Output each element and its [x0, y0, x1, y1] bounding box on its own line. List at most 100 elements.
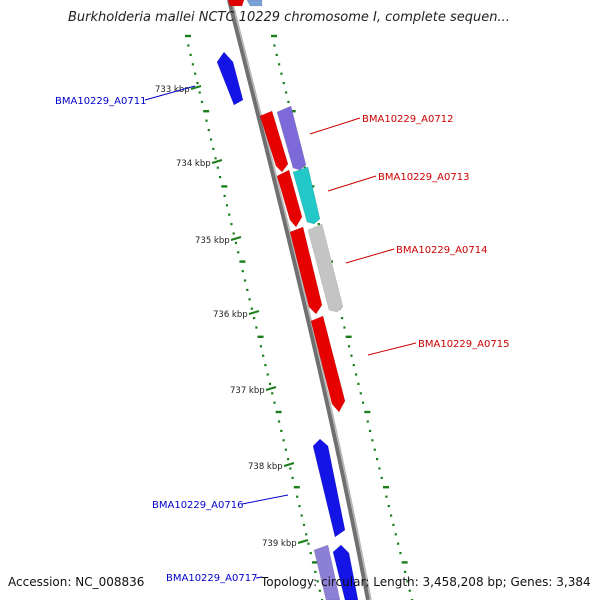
tick-ring-inner [219, 176, 222, 179]
kbp-tick [265, 386, 277, 391]
tick-ring-inner [316, 580, 319, 583]
tick-ring-inner [257, 335, 264, 338]
tick-ring-inner [205, 119, 208, 122]
gene-label: BMA10229_A0716 [152, 500, 243, 511]
tick-ring-inner [264, 364, 267, 367]
tick-ring-inner [243, 279, 247, 282]
tick-ring-inner [262, 354, 265, 357]
tick-ring-inner [271, 392, 274, 395]
tick-ring-outer [406, 580, 409, 583]
gene-leader-line [327, 175, 377, 192]
gene-arrow [307, 223, 344, 313]
kbp-tick [248, 310, 260, 315]
tick-ring-inner [241, 270, 244, 273]
gene-leader-line [345, 248, 395, 264]
gene-leader-line [241, 494, 289, 505]
tick-ring-outer [278, 63, 281, 66]
accession-label: Accession: NC_008836 [8, 575, 145, 589]
gene-label: BMA10229_A0714 [396, 245, 487, 256]
gene-leader-line [144, 85, 196, 101]
kbp-label: 733 kbp [155, 85, 190, 95]
kbp-tick [211, 159, 223, 164]
tick-ring-outer [380, 476, 383, 479]
tick-ring-inner [311, 561, 318, 564]
tick-ring-outer [303, 166, 306, 169]
kbp-tick [230, 236, 242, 241]
tick-ring-inner [293, 486, 300, 489]
gene-arrow [310, 315, 346, 413]
backbone-line [227, 0, 370, 601]
tick-ring-inner [259, 345, 262, 348]
tick-ring-outer [394, 533, 397, 536]
tick-ring-inner [223, 194, 226, 197]
tick-ring-inner [187, 44, 190, 47]
tick-ring-inner [228, 213, 231, 216]
tick-ring-outer [397, 542, 400, 545]
tick-ring-inner [275, 410, 282, 414]
tick-ring-outer [355, 373, 358, 376]
tick-ring-outer [271, 34, 277, 38]
gene-label: BMA10229_A0711 [55, 96, 146, 107]
tick-ring-outer [345, 335, 352, 338]
tick-ring-outer [373, 448, 376, 451]
tick-ring-outer [366, 420, 369, 423]
tick-ring-inner [266, 373, 269, 376]
tick-ring-inner [280, 429, 283, 432]
tick-ring-outer [359, 392, 362, 395]
tick-ring-inner [305, 533, 308, 536]
tick-ring-inner [221, 185, 228, 188]
tick-ring-inner [298, 505, 301, 508]
tick-ring-inner [214, 157, 217, 160]
tick-ring-inner [300, 514, 303, 517]
tick-ring-inner [196, 82, 199, 85]
tick-ring-inner [250, 307, 253, 310]
tick-ring-inner [307, 542, 310, 545]
tick-ring-outer [383, 486, 389, 489]
tick-ring-inner [302, 523, 306, 526]
tick-ring-inner [185, 34, 191, 38]
tick-ring-inner [189, 53, 192, 56]
tick-ring-outer [343, 326, 346, 329]
tick-ring-outer [390, 514, 393, 517]
tick-ring-outer [371, 439, 374, 442]
gene-arrow [292, 166, 321, 225]
tick-ring-inner [212, 147, 215, 150]
tick-ring-inner [296, 495, 299, 498]
tick-ring-outer [404, 570, 407, 573]
tick-ring-inner [203, 110, 210, 113]
tick-ring-outer [350, 354, 353, 357]
gene-label: BMA10229_A0717 [166, 573, 257, 584]
tick-ring-inner [216, 166, 219, 169]
gene-arrow [289, 226, 323, 315]
gene-arrow [216, 51, 244, 106]
tick-ring-inner [234, 241, 238, 244]
backbone-highlight [231, 0, 372, 601]
tick-ring-outer [387, 505, 390, 508]
tick-ring-inner [289, 467, 292, 470]
tick-ring-outer [352, 364, 355, 367]
gene-arrow [259, 110, 289, 173]
tick-ring-outer [341, 317, 344, 320]
tick-ring-outer [273, 44, 276, 47]
tick-ring-inner [207, 129, 210, 132]
tick-ring-inner [277, 420, 281, 423]
gene-arrow [312, 438, 346, 538]
tick-ring-inner [246, 288, 249, 291]
tick-ring-inner [282, 439, 285, 442]
gene-leader-line [367, 342, 417, 356]
tick-ring-inner [255, 326, 258, 329]
gene-arrow [276, 105, 307, 171]
tick-ring-inner [194, 72, 197, 75]
gene-label: BMA10229_A0712 [362, 114, 453, 125]
tick-ring-outer [275, 53, 278, 56]
tick-ring-inner [284, 448, 287, 451]
tick-ring-outer [282, 82, 285, 85]
gene-label: BMA10229_A0713 [378, 172, 469, 183]
tick-ring-inner [230, 223, 233, 226]
tick-ring-outer [348, 345, 351, 348]
tick-ring-inner [253, 317, 256, 320]
kbp-label: 737 kbp [230, 386, 265, 396]
tick-ring-inner [309, 552, 312, 555]
tick-ring-inner [225, 204, 228, 207]
